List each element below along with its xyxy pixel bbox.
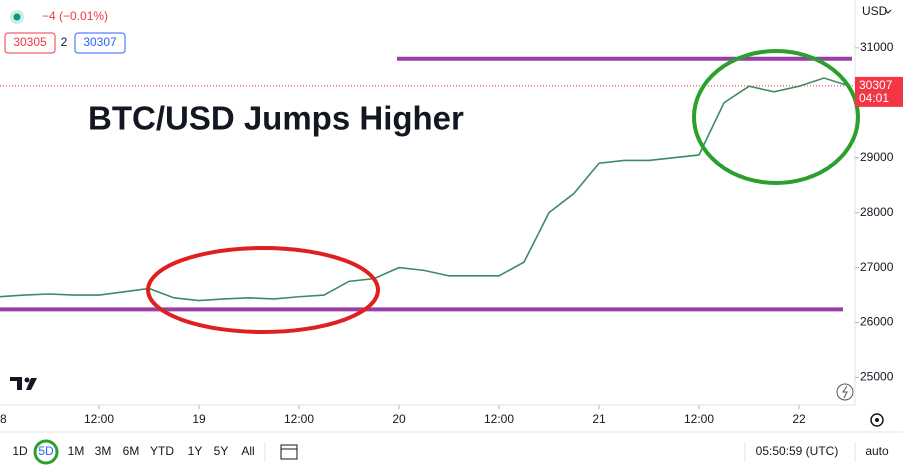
x-tick-label: 20: [392, 412, 406, 426]
y-tick-label: 28000: [860, 205, 894, 219]
currency: USD: [862, 4, 888, 18]
spread: 2: [61, 35, 68, 49]
logo-part: [10, 377, 22, 390]
y-tick-label: 27000: [860, 260, 894, 274]
annotation-title: BTC/USD Jumps Higher: [88, 100, 464, 137]
y-tick-label: 25000: [860, 370, 894, 384]
selected-range-ring: [33, 439, 59, 465]
highlight-ellipse: [692, 49, 860, 185]
price-change: −4 (−0.01%): [42, 9, 108, 23]
tradingview-logo: [10, 377, 37, 390]
currency-caret: [884, 9, 892, 14]
settings-icon[interactable]: [870, 413, 884, 427]
range-button[interactable]: YTD: [150, 444, 174, 458]
ask-box[interactable]: [74, 32, 126, 54]
ask: 30307: [83, 35, 117, 49]
bid-box[interactable]: [4, 32, 56, 54]
x-tick-label: 12:00: [684, 412, 714, 426]
status-dot: [13, 13, 21, 21]
countdown: 04:01: [859, 91, 889, 105]
range-button[interactable]: 5D: [38, 444, 54, 458]
range-button[interactable]: 3M: [95, 444, 112, 458]
settings-dot: [875, 418, 879, 422]
logo-part: [26, 378, 37, 390]
alert-bolt: [842, 385, 848, 399]
scale-mode[interactable]: auto: [865, 444, 889, 458]
x-tick-label: 22: [792, 412, 806, 426]
x-tick-label: 12:00: [484, 412, 514, 426]
goto-date-icon[interactable]: [280, 444, 298, 460]
logo-part: [24, 377, 30, 383]
range-button[interactable]: All: [241, 444, 254, 458]
y-tick-label: 31000: [860, 40, 894, 54]
range-button[interactable]: 1Y: [188, 444, 203, 458]
price-line: [0, 77, 850, 302]
x-tick-label: 8: [0, 412, 7, 426]
x-tick-label: 12:00: [84, 412, 114, 426]
range-button[interactable]: 1M: [68, 444, 85, 458]
range-button[interactable]: 5Y: [214, 444, 229, 458]
x-tick-label: 19: [192, 412, 206, 426]
x-tick-label: 21: [592, 412, 606, 426]
bid: 30305: [13, 35, 47, 49]
y-tick-label: 26000: [860, 315, 894, 329]
y-tick-label: 29000: [860, 150, 894, 164]
plot-area: [0, 56, 855, 312]
clock: 05:50:59 (UTC): [756, 444, 839, 458]
last-price-label: 30307: [859, 78, 893, 92]
last-price-box: [855, 76, 903, 107]
highlight-ellipse: [146, 246, 380, 334]
range-button[interactable]: 1D: [12, 444, 28, 458]
calendar: [280, 444, 298, 460]
x-tick-label: 12:00: [284, 412, 314, 426]
range-button[interactable]: 6M: [123, 444, 140, 458]
